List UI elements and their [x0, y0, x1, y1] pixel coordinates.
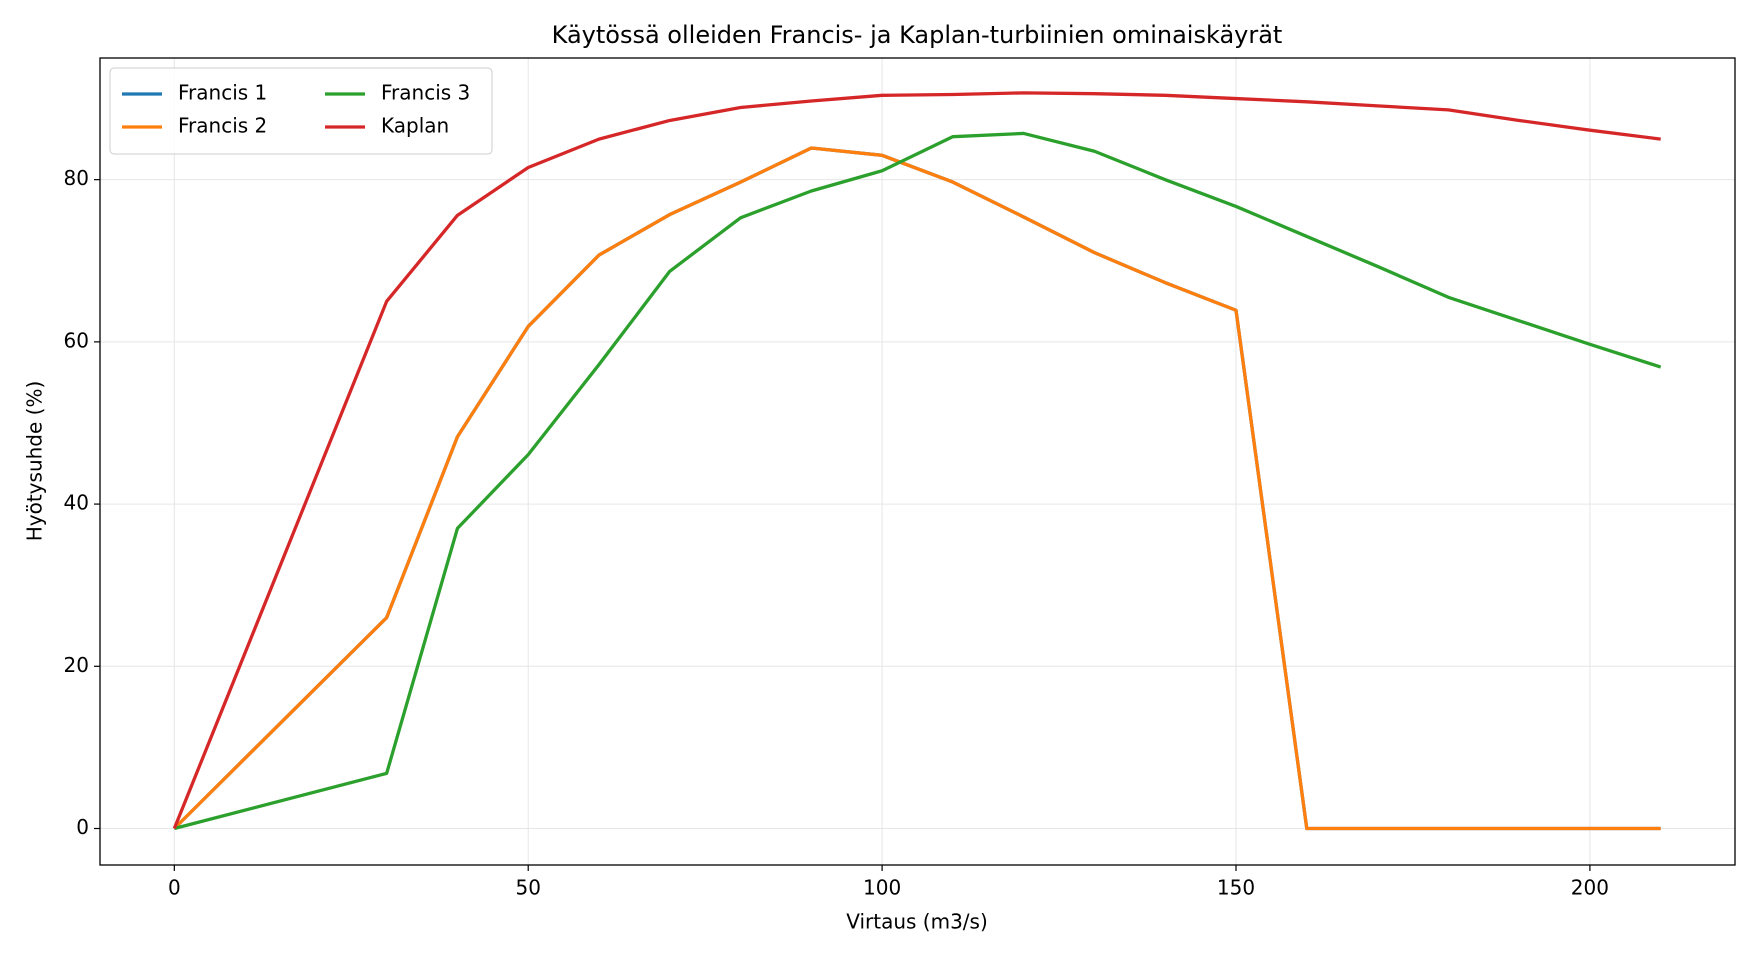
y-tick-label: 20	[64, 653, 89, 677]
x-axis-label: Virtaus (m3/s)	[846, 910, 988, 934]
y-axis-label: Hyötysuhde (%)	[23, 381, 47, 542]
y-tick-label: 60	[64, 328, 89, 352]
y-tick-label: 0	[76, 815, 89, 839]
y-tick-label: 40	[64, 491, 89, 515]
x-tick-label: 50	[515, 876, 540, 900]
legend-label: Francis 1	[178, 81, 267, 105]
legend-box	[109, 67, 493, 155]
y-tick-label: 80	[64, 166, 89, 190]
legend-label: Francis 2	[178, 114, 267, 138]
x-tick-label: 150	[1217, 876, 1255, 900]
x-tick-label: 0	[168, 876, 181, 900]
plot-frame	[99, 57, 1736, 866]
chart-title: Käytössä olleiden Francis- ja Kaplan-tur…	[552, 21, 1283, 49]
x-tick-label: 200	[1571, 876, 1609, 900]
legend-label: Kaplan	[381, 114, 449, 138]
series-line	[173, 131, 1662, 831]
legend-label: Francis 3	[381, 81, 470, 105]
series-line	[172, 91, 1661, 830]
series-line	[173, 146, 1661, 831]
x-tick-label: 100	[863, 876, 901, 900]
